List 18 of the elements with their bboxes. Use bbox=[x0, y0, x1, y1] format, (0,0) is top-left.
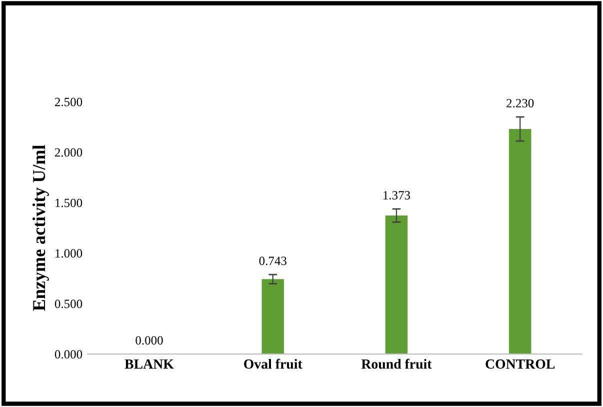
x-tick-label: CONTROL bbox=[486, 359, 555, 369]
y-tick-label: 0.000 bbox=[54, 350, 82, 359]
data-label: 0.743 bbox=[259, 256, 286, 266]
bar bbox=[385, 216, 408, 354]
x-tick-label: Oval fruit bbox=[244, 358, 302, 369]
x-tick-label: BLANK bbox=[124, 359, 174, 369]
y-axis-title: Enzyme activity U/ml bbox=[32, 144, 49, 311]
bar bbox=[262, 279, 284, 354]
data-label: 1.373 bbox=[384, 191, 410, 200]
y-tick-label: 1.500 bbox=[56, 198, 82, 208]
data-label: 0.000 bbox=[136, 336, 163, 345]
y-tick-label: 0.500 bbox=[54, 300, 82, 308]
y-tick-label: 1.000 bbox=[56, 249, 82, 258]
y-tick-label: 2.500 bbox=[55, 98, 82, 106]
x-tick-label: Round fruit bbox=[361, 358, 432, 369]
data-label: 2.230 bbox=[506, 98, 534, 108]
y-tick-label: 2.000 bbox=[55, 148, 82, 157]
bar bbox=[508, 129, 532, 354]
